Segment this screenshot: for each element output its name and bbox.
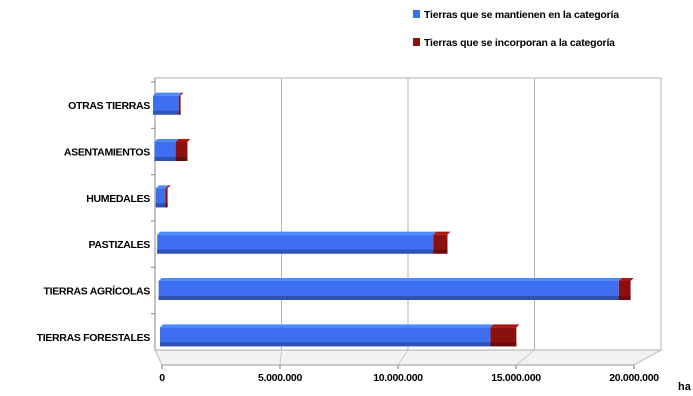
legend-swatch <box>413 10 420 18</box>
bar-segment <box>155 185 169 208</box>
bar-segment <box>153 92 182 115</box>
x-tick-label: 0 <box>159 372 165 384</box>
gridline-floor <box>154 349 163 366</box>
bar-segment <box>160 324 494 347</box>
gridline-floor <box>397 349 409 366</box>
bar-segment <box>158 278 622 300</box>
category-label: ASENTAMIENTOS <box>64 147 150 159</box>
bar-segment <box>165 185 171 208</box>
x-unit-label: ha <box>678 381 692 393</box>
x-tick-label: 10.000.000 <box>373 372 423 384</box>
legend-label: Tierras que se mantienen en la categoría <box>424 9 619 21</box>
gridline-floor <box>279 349 282 366</box>
legend-swatch <box>413 38 420 46</box>
bar-segment <box>490 324 520 347</box>
x-tick-label: 15.000.000 <box>491 372 541 384</box>
x-tick-label: 20.000.000 <box>609 372 659 384</box>
bar-segment <box>157 231 437 254</box>
bar-segment <box>618 278 634 300</box>
gridline-floor <box>633 349 662 366</box>
bar-segment <box>433 231 451 254</box>
x-tick-label: 5.000.000 <box>258 372 302 384</box>
legend-label: Tierras que se incorporan a la categoría <box>424 37 615 49</box>
category-label: TIERRAS AGRÍCOLAS <box>43 285 150 298</box>
gridline-floor <box>515 349 535 366</box>
bar-segment <box>175 139 191 161</box>
plot-floor <box>154 349 663 366</box>
category-label: OTRAS TIERRAS <box>68 100 150 112</box>
bar-segment <box>178 92 184 115</box>
category-label: TIERRAS FORESTALES <box>37 332 151 344</box>
category-label: PASTIZALES <box>88 239 150 251</box>
category-label: HUMEDALES <box>86 193 150 205</box>
bar-segment <box>154 139 179 161</box>
